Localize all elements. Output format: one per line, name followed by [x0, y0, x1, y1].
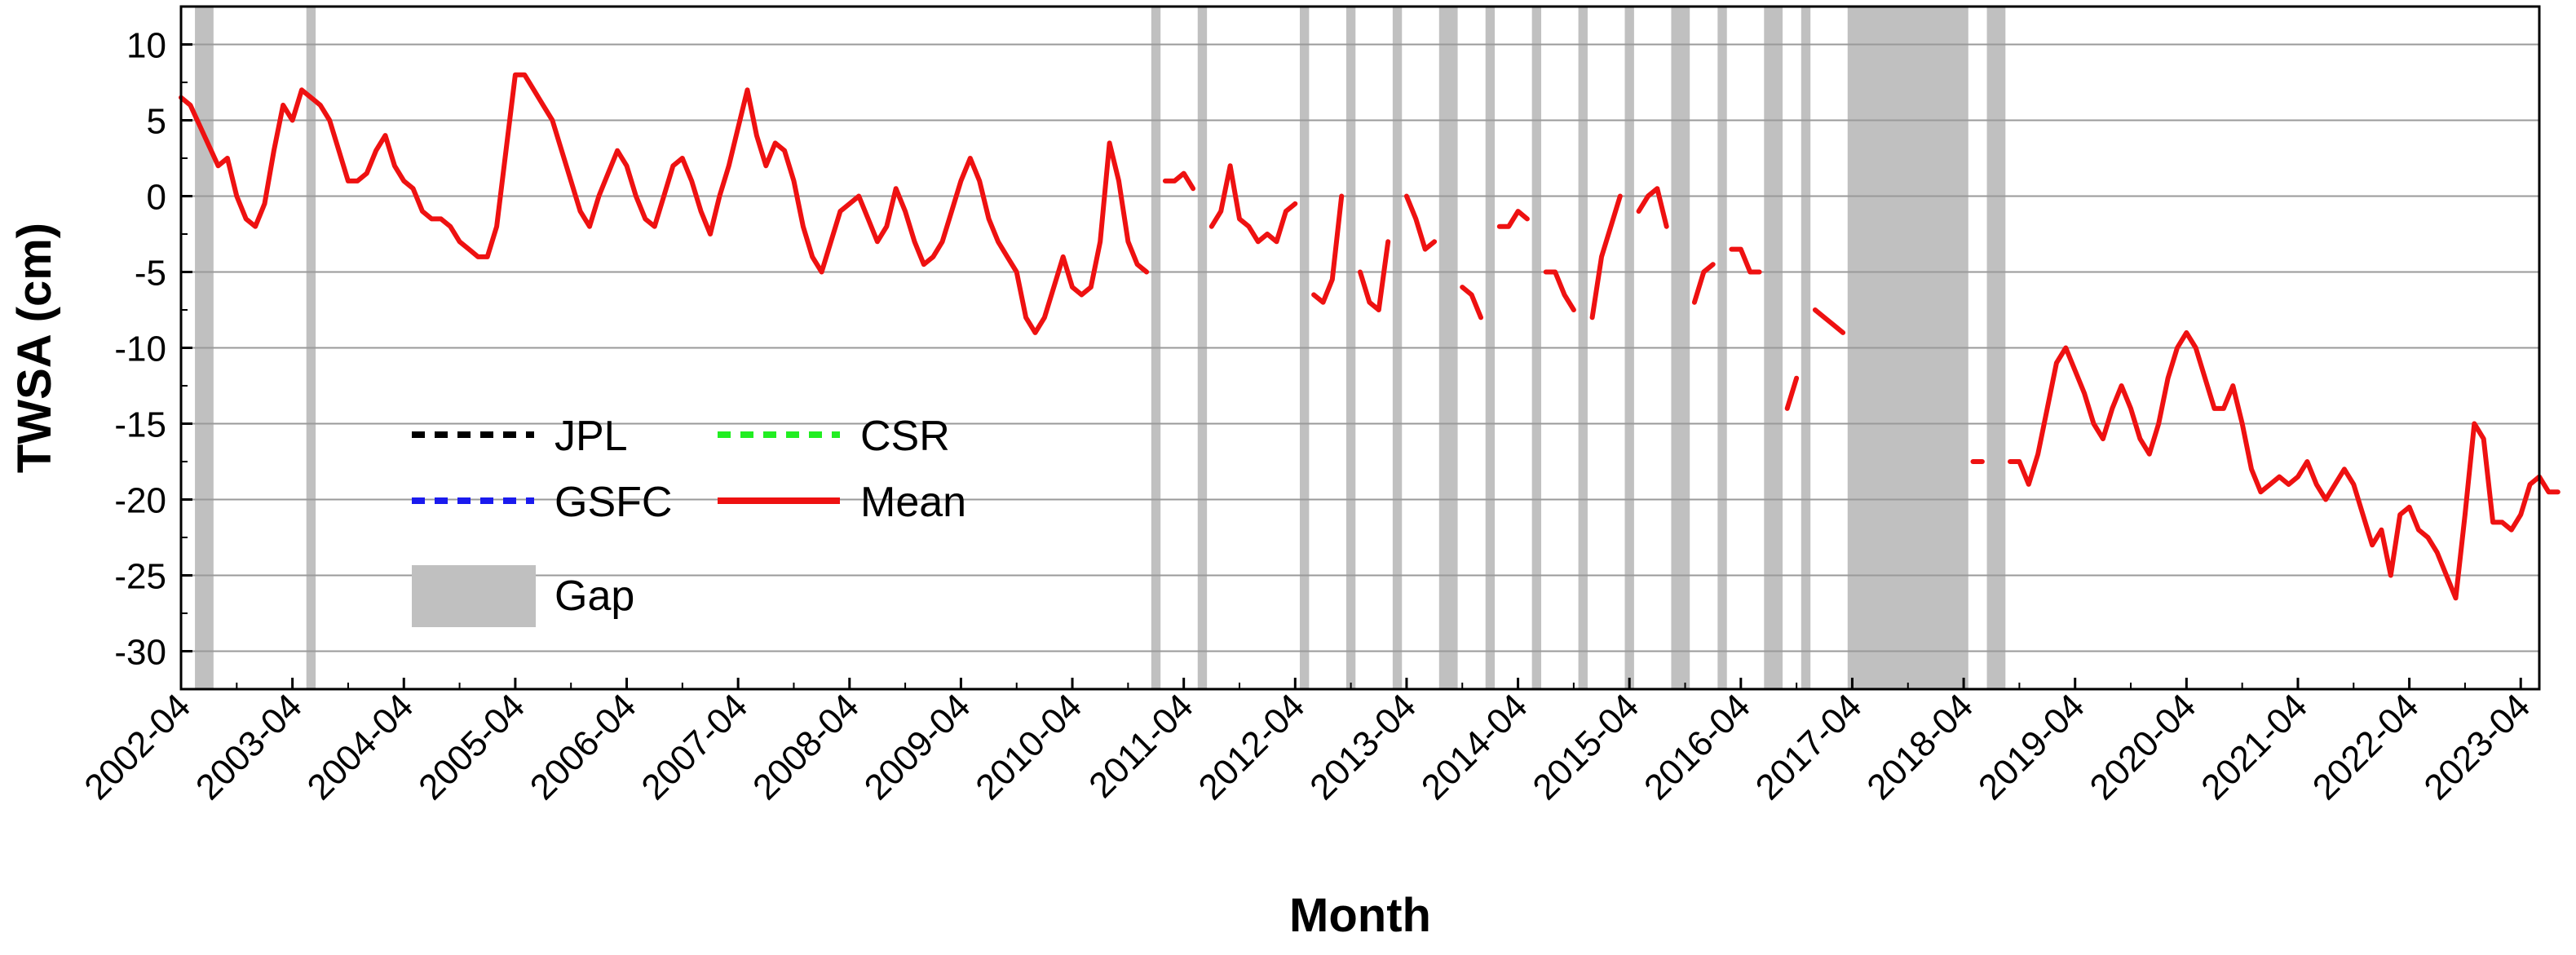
series-line-mean	[1358, 239, 1391, 312]
series-line-mean	[1208, 163, 1298, 245]
x-tick-label: 2020-04	[2083, 686, 2204, 807]
series-line-mean	[2008, 329, 2561, 601]
x-tick-label: 2019-04	[1971, 686, 2092, 807]
x-tick-label: 2002-04	[77, 686, 198, 807]
y-tick-label: 5	[147, 102, 166, 142]
x-axis-ticks: 2002-042003-042004-042005-042006-042007-…	[77, 678, 2538, 807]
legend-swatch-gap	[412, 565, 536, 627]
legend-label-gap: Gap	[555, 573, 634, 620]
x-tick-label: 2003-04	[188, 686, 310, 807]
y-tick-label: -30	[114, 633, 166, 673]
y-tick-label: 10	[126, 26, 166, 66]
legend-label-csr: CSR	[860, 413, 950, 460]
y-axis-title: TWSA (cm)	[8, 223, 61, 473]
series-line-mean	[1403, 193, 1438, 252]
x-tick-label: 2017-04	[1748, 686, 1870, 807]
y-tick-label: -15	[114, 405, 166, 445]
series-line-mean	[1636, 186, 1669, 229]
series-line-mean	[1812, 307, 1846, 335]
x-tick-label: 2006-04	[523, 686, 644, 807]
y-tick-label: -20	[114, 481, 166, 521]
x-tick-label: 2022-04	[2305, 686, 2427, 807]
x-tick-label: 2016-04	[1637, 686, 1758, 807]
y-tick-label: 0	[147, 178, 166, 218]
series-line-mean	[1460, 285, 1483, 321]
series-line-mean	[1543, 269, 1576, 312]
legend-label-gsfc: GSFC	[555, 479, 672, 526]
x-tick-label: 2008-04	[745, 686, 867, 807]
series-line-mean	[1784, 375, 1800, 411]
x-tick-label: 2014-04	[1414, 686, 1535, 807]
y-axis-ticks: 10 5 0 -5 -10 -15 -20 -25 -30	[114, 26, 192, 690]
x-tick-label: 2015-04	[1525, 686, 1646, 807]
x-tick-label: 2010-04	[968, 686, 1089, 807]
x-tick-label: 2004-04	[299, 686, 421, 807]
series-line-mean	[1311, 193, 1345, 305]
y-tick-label: -10	[114, 329, 166, 369]
y-tick-label: -25	[114, 557, 166, 597]
x-tick-label: 2021-04	[2194, 686, 2315, 807]
series-line-mean	[179, 72, 1150, 335]
x-tick-label: 2005-04	[411, 686, 532, 807]
x-tick-label: 2012-04	[1191, 686, 1313, 807]
x-tick-label: 2018-04	[1859, 686, 1981, 807]
horizontal-gridlines	[181, 43, 2539, 652]
series-line-mean	[1496, 209, 1530, 229]
x-tick-label: 2013-04	[1302, 686, 1424, 807]
legend: JPL CSR GSFC Mean Gap	[412, 413, 966, 627]
series-line-mean	[1589, 193, 1623, 321]
legend-label-jpl: JPL	[555, 413, 628, 460]
x-axis-title: Month	[1289, 889, 1431, 942]
x-tick-label: 2011-04	[1081, 686, 1201, 806]
legend-label-mean: Mean	[860, 479, 966, 526]
x-tick-label: 2023-04	[2416, 686, 2538, 807]
series-line-mean	[1729, 246, 1762, 275]
series-lines	[179, 72, 2561, 601]
series-line-mean	[1162, 170, 1196, 192]
x-tick-label: 2009-04	[857, 686, 979, 807]
y-tick-label: -5	[135, 254, 166, 294]
x-tick-label: 2007-04	[634, 686, 755, 807]
series-line-mean	[1691, 262, 1716, 305]
